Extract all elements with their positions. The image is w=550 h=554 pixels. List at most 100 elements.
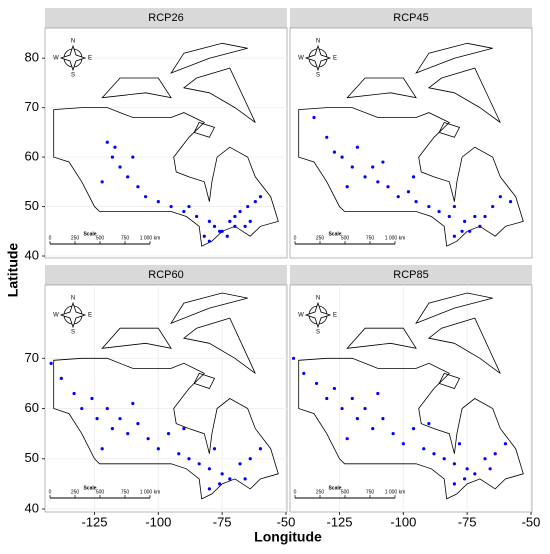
strip — [45, 265, 287, 285]
panel-title: RCP60 — [148, 269, 183, 281]
compass-letter: W — [298, 313, 304, 319]
land — [53, 357, 279, 500]
point — [291, 356, 296, 360]
x-axis-label: Longitude — [254, 529, 322, 545]
point — [442, 457, 446, 461]
point — [207, 467, 211, 471]
x-tick-label: -50 — [522, 514, 541, 529]
point — [493, 452, 497, 456]
x-tick-label: -75 — [213, 514, 232, 529]
point — [248, 457, 252, 461]
land — [438, 372, 461, 389]
y-tick-label: 60 — [25, 400, 39, 415]
point — [302, 371, 306, 375]
point — [105, 140, 109, 144]
compass-letter: S — [316, 73, 320, 79]
y-tick-label: 60 — [25, 149, 39, 164]
point — [195, 214, 199, 219]
point — [314, 381, 319, 386]
point — [411, 175, 416, 179]
point — [182, 209, 186, 214]
land — [427, 67, 501, 123]
point — [49, 361, 53, 365]
point — [113, 145, 117, 149]
point — [483, 457, 487, 461]
point — [228, 219, 232, 223]
scale-title: Scale — [328, 485, 341, 491]
point — [233, 214, 237, 219]
land — [346, 77, 417, 99]
scale-label: 250 — [71, 489, 80, 495]
point — [414, 200, 418, 204]
point — [363, 175, 367, 179]
land — [170, 292, 248, 325]
map-outline — [53, 42, 279, 247]
scale-label: 1 000 km — [385, 235, 406, 241]
panel-title: RCP45 — [393, 12, 428, 24]
point — [253, 200, 257, 204]
map-outline — [298, 292, 524, 500]
compass-letter: N — [316, 39, 320, 45]
scale-label: 1 000 km — [140, 489, 161, 495]
land — [298, 107, 524, 247]
compass-letter: N — [71, 39, 75, 45]
map-outline — [53, 292, 279, 500]
x-tick-label: -125 — [327, 514, 353, 529]
point — [110, 427, 114, 431]
point — [243, 477, 247, 481]
compass-letter: W — [298, 56, 304, 62]
scale-label: 0 — [49, 235, 52, 241]
compass-letter: E — [88, 56, 92, 62]
point — [463, 219, 467, 223]
scale-label: 0 — [294, 489, 297, 495]
point — [363, 406, 367, 411]
land — [170, 42, 248, 74]
point — [350, 396, 354, 401]
point — [212, 224, 217, 228]
panel-bg — [44, 27, 288, 259]
compass-letter: W — [53, 313, 59, 319]
compass-letter: S — [71, 73, 75, 79]
land — [53, 107, 279, 247]
point — [126, 175, 130, 179]
scale-title: Scale — [83, 485, 96, 491]
point — [100, 180, 104, 184]
point — [177, 452, 181, 456]
point — [350, 165, 354, 169]
point — [401, 442, 405, 446]
point — [427, 204, 431, 209]
scale-label: 250 — [71, 235, 80, 241]
point — [325, 396, 329, 401]
point — [386, 185, 390, 189]
point — [406, 190, 411, 194]
y-tick-label: 70 — [25, 350, 39, 365]
point — [345, 437, 349, 441]
point — [447, 214, 451, 219]
compass-star — [59, 301, 87, 329]
panel-title: RCP26 — [148, 12, 183, 24]
point — [452, 234, 456, 238]
point — [432, 452, 436, 456]
point — [118, 165, 122, 169]
land — [101, 77, 172, 99]
scale-label: 500 — [96, 489, 105, 495]
point — [376, 391, 380, 396]
point — [422, 447, 426, 451]
map-outline — [298, 42, 524, 247]
land — [193, 372, 216, 389]
point — [220, 472, 224, 476]
panel-bg — [289, 284, 533, 513]
point — [131, 401, 135, 406]
point — [225, 234, 229, 238]
scale-label: 0 — [49, 489, 52, 495]
strip — [290, 8, 532, 28]
point — [355, 145, 359, 149]
point — [381, 416, 385, 421]
point — [136, 422, 140, 426]
point — [381, 160, 385, 164]
point — [248, 219, 252, 223]
y-tick-label: 40 — [25, 247, 39, 262]
point — [156, 447, 160, 451]
y-axis-label: Latitude — [5, 243, 21, 298]
point — [427, 422, 431, 426]
